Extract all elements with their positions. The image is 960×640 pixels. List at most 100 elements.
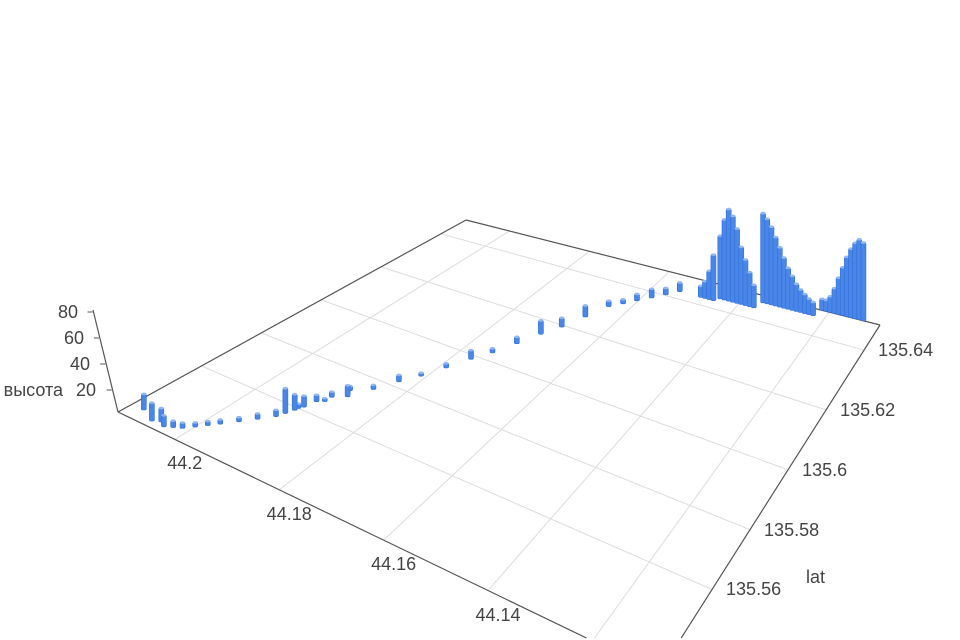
bar-top	[149, 401, 155, 404]
bar	[860, 241, 867, 322]
grid-line	[278, 250, 590, 491]
bar	[538, 319, 544, 335]
bar-top	[443, 362, 449, 365]
y-tick-label: 135.64	[878, 340, 934, 361]
bar-top	[205, 419, 211, 423]
bar	[328, 390, 335, 398]
bar-top	[170, 419, 176, 423]
bar	[313, 393, 320, 403]
y-tick-label: 135.62	[840, 399, 896, 420]
bar-body	[860, 242, 867, 322]
bar-top	[860, 241, 866, 244]
bar-top	[698, 284, 704, 288]
bar	[217, 418, 224, 425]
floor-edge	[117, 219, 467, 413]
bar	[443, 362, 449, 369]
bar-top	[490, 347, 496, 350]
bar	[514, 335, 520, 345]
bar	[236, 415, 242, 423]
bar-top	[273, 408, 279, 412]
bar-top	[717, 234, 723, 237]
bar-top	[620, 297, 626, 301]
bar	[781, 256, 787, 309]
bar	[321, 396, 328, 402]
bar-top	[663, 286, 669, 290]
bar	[301, 394, 307, 408]
bar	[710, 253, 717, 301]
bar-body	[810, 301, 816, 317]
bar-top	[764, 217, 770, 221]
bar-top	[831, 286, 837, 290]
bar	[141, 392, 147, 411]
bar-top	[747, 270, 753, 274]
bar	[282, 386, 289, 414]
bar-body	[538, 320, 544, 335]
x-axis-line	[117, 411, 587, 639]
z-tick-label: 60	[63, 328, 84, 348]
bar-top	[706, 269, 712, 273]
bar	[662, 286, 669, 296]
bar-top	[192, 421, 198, 424]
bar	[620, 297, 626, 305]
bar-body	[282, 387, 289, 414]
bar	[468, 348, 474, 360]
z-tick-label: 40	[69, 354, 90, 374]
z-axis-title: высота	[3, 380, 63, 400]
bar	[254, 412, 261, 420]
bar	[179, 421, 186, 429]
bar	[768, 225, 775, 306]
bar-top	[773, 235, 779, 239]
bar-top	[255, 412, 261, 415]
z-tick-label: 20	[75, 380, 96, 400]
bars	[141, 207, 867, 429]
bar	[370, 383, 377, 390]
bar-top	[468, 348, 474, 352]
bar	[730, 214, 736, 303]
bar-body	[751, 284, 757, 309]
x-tick-label: 44.16	[371, 554, 417, 575]
grid-line	[174, 230, 510, 440]
y-tick-label: 135.56	[726, 579, 782, 600]
y-tick-label: 135.58	[764, 519, 820, 540]
bar-top	[742, 258, 748, 261]
bar-body	[582, 305, 589, 318]
bar-top	[726, 207, 732, 211]
bar-body	[301, 395, 307, 408]
bar-top	[852, 241, 858, 245]
bar-top	[848, 247, 854, 250]
bar-body	[648, 288, 655, 299]
bar	[789, 274, 796, 311]
bar	[170, 419, 177, 428]
x-tick-label: 44.2	[167, 453, 203, 474]
bar	[291, 392, 298, 411]
bar-top	[710, 253, 716, 256]
bar-top	[827, 295, 833, 298]
bar-top	[840, 265, 846, 269]
bar-top	[418, 371, 424, 375]
bar-body	[149, 402, 155, 422]
bar	[582, 304, 589, 318]
bar-top	[634, 292, 640, 296]
bar	[810, 300, 816, 317]
bar-top	[738, 245, 744, 249]
bar-top	[606, 299, 612, 303]
bar	[344, 384, 351, 398]
bar-top	[785, 266, 791, 270]
bar-top	[844, 255, 850, 259]
bar-top	[781, 256, 787, 259]
bar	[605, 299, 612, 307]
bar-top	[141, 392, 147, 396]
bar-top	[819, 297, 825, 301]
bar-body	[710, 254, 717, 301]
bar-top	[730, 214, 736, 218]
bar-body	[676, 282, 683, 292]
grid-line	[201, 365, 713, 590]
bar-top	[777, 245, 783, 249]
bar	[558, 316, 565, 328]
bar-top	[789, 274, 795, 278]
bar	[827, 295, 834, 313]
bar-top	[329, 390, 335, 393]
bar-top	[760, 211, 766, 215]
grid-line	[321, 299, 789, 471]
